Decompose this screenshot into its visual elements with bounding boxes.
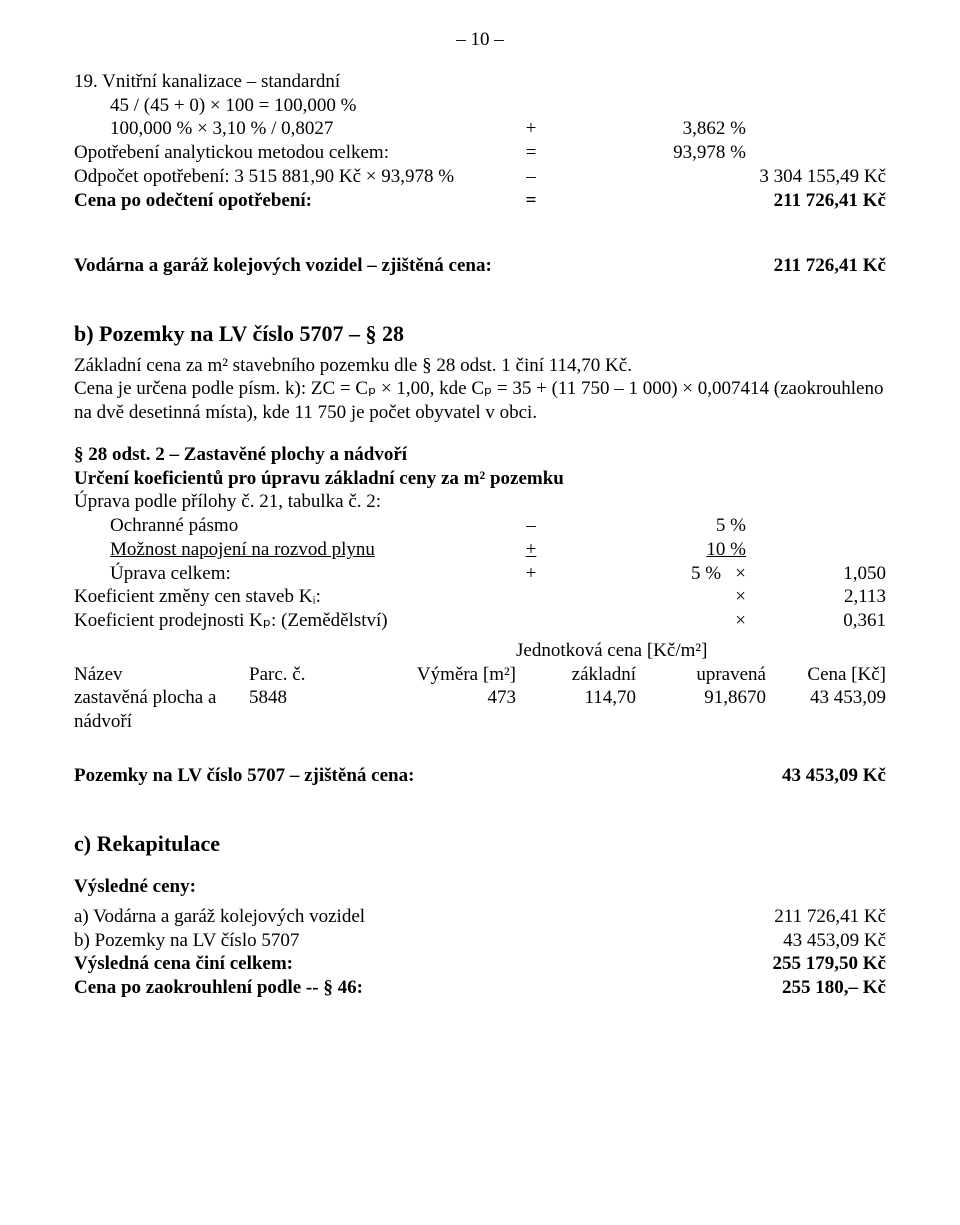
zjistena-label: Vodárna a garáž kolejových vozidel – zji… bbox=[74, 254, 492, 278]
th-cena: Cena [Kč] bbox=[766, 663, 886, 687]
plyn-label: Možnost napojení na rozvod plynu bbox=[110, 538, 476, 562]
ki-label: Koeficient změny cen staveb Kᵢ: bbox=[74, 585, 476, 609]
th-upravena: upravená bbox=[636, 663, 766, 687]
opotrebeni-row: Opotřebení analytickou metodou celkem: =… bbox=[74, 141, 886, 165]
rec-zaokr-val: 255 180,– Kč bbox=[782, 976, 886, 1000]
rec-zaokr-row: Cena po zaokrouhlení podle -- § 46: 255 … bbox=[74, 976, 886, 1000]
table-row: zastavěná plocha a nádvoří 5848 473 114,… bbox=[74, 686, 886, 734]
table-header: Název Parc. č. Výměra [m²] základní upra… bbox=[74, 663, 886, 687]
line2-left: 100,000 % × 3,10 % / 0,8027 bbox=[110, 117, 476, 141]
vysl-ceny-label: Výsledné ceny: bbox=[74, 875, 886, 899]
item-19-title: 19. Vnitřní kanalizace – standardní bbox=[74, 70, 886, 94]
plyn-val: 10 % bbox=[586, 538, 746, 562]
rec-zaokr-label: Cena po zaokrouhlení podle -- § 46: bbox=[74, 976, 363, 1000]
item-19-calc-line1: 45 / (45 + 0) × 100 = 100,000 % bbox=[74, 94, 886, 118]
ochranne-pasmo-row: Ochranné pásmo – 5 % bbox=[74, 514, 886, 538]
section-b-urceni: Určení koeficientů pro úpravu základní c… bbox=[74, 467, 886, 491]
ochr-val: 5 % bbox=[586, 514, 746, 538]
odpocet-val: 3 304 155,49 Kč bbox=[746, 165, 886, 189]
cena-po-label: Cena po odečtení opotřebení: bbox=[74, 189, 476, 213]
celkem-op: + bbox=[476, 562, 586, 586]
celkem-label: Úprava celkem: bbox=[110, 562, 476, 586]
odpocet-label: Odpočet opotřebení: 3 515 881,90 Kč × 93… bbox=[74, 165, 476, 189]
celkem-val: 5 % bbox=[691, 563, 721, 584]
rec-celkem-val: 255 179,50 Kč bbox=[773, 952, 886, 976]
zjistena-value: 211 726,41 Kč bbox=[774, 254, 886, 278]
ochr-op: – bbox=[476, 514, 586, 538]
opotrebeni-val: 93,978 % bbox=[586, 141, 746, 165]
line2-right: 3,862 % bbox=[586, 117, 746, 141]
th-zakladni: základní bbox=[516, 663, 636, 687]
rec-row-a: a) Vodárna a garáž kolejových vozidel 21… bbox=[74, 905, 886, 929]
cena-po-row: Cena po odečtení opotřebení: = 211 726,4… bbox=[74, 189, 886, 213]
tr-cena: 43 453,09 bbox=[766, 686, 886, 710]
rec-row-b: b) Pozemky na LV číslo 5707 43 453,09 Kč bbox=[74, 929, 886, 953]
odpocet-op: – bbox=[476, 165, 586, 189]
section-b-28-heading: § 28 odst. 2 – Zastavěné plochy a nádvoř… bbox=[74, 443, 886, 467]
page: – 10 – 19. Vnitřní kanalizace – standard… bbox=[0, 0, 960, 1225]
uprava-celkem-row: Úprava celkem: + 5 % × 1,050 bbox=[74, 562, 886, 586]
zjistena-cena-row: Vodárna a garáž kolejových vozidel – zji… bbox=[74, 254, 886, 278]
tr-zakladni: 114,70 bbox=[516, 686, 636, 710]
tr-parc: 5848 bbox=[249, 686, 344, 710]
ki-val: 2,113 bbox=[746, 585, 886, 609]
pozemky-zj-label: Pozemky na LV číslo 5707 – zjištěná cena… bbox=[74, 764, 414, 788]
section-b-heading: b) Pozemky na LV číslo 5707 – § 28 bbox=[74, 320, 886, 348]
opotrebeni-label: Opotřebení analytickou metodou celkem: bbox=[74, 141, 476, 165]
item-19-calc-line2: 100,000 % × 3,10 % / 0,8027 + 3,862 % bbox=[74, 117, 886, 141]
celkem-k: 1,050 bbox=[746, 562, 886, 586]
th-nazev: Název bbox=[74, 663, 249, 687]
opotrebeni-op: = bbox=[476, 141, 586, 165]
ki-row: Koeficient změny cen staveb Kᵢ: × 2,113 bbox=[74, 585, 886, 609]
kp-val: 0,361 bbox=[746, 609, 886, 633]
th-parc: Parc. č. bbox=[249, 663, 344, 687]
rec-a-label: a) Vodárna a garáž kolejových vozidel bbox=[74, 905, 365, 929]
kp-row: Koeficient prodejnosti Kₚ: (Zemědělství)… bbox=[74, 609, 886, 633]
section-b-p1: Základní cena za m² stavebního pozemku d… bbox=[74, 354, 886, 378]
uprava-label: Úprava podle přílohy č. 21, tabulka č. 2… bbox=[74, 490, 886, 514]
tr-nazev: zastavěná plocha a nádvoří bbox=[74, 686, 249, 734]
pozemky-zj-row: Pozemky na LV číslo 5707 – zjištěná cena… bbox=[74, 764, 886, 788]
odpocet-row: Odpočet opotřebení: 3 515 881,90 Kč × 93… bbox=[74, 165, 886, 189]
plyn-op: + bbox=[476, 538, 586, 562]
kp-label: Koeficient prodejnosti Kₚ: (Zemědělství) bbox=[74, 609, 476, 633]
ochr-label: Ochranné pásmo bbox=[110, 514, 476, 538]
pozemky-zj-val: 43 453,09 Kč bbox=[782, 764, 886, 788]
tr-vymera: 473 bbox=[344, 686, 516, 710]
section-c-heading: c) Rekapitulace bbox=[74, 830, 886, 858]
plyn-row: Možnost napojení na rozvod plynu + 10 % bbox=[74, 538, 886, 562]
cena-po-op: = bbox=[476, 189, 586, 213]
line2-op: + bbox=[476, 117, 586, 141]
rec-celkem-row: Výsledná cena činí celkem: 255 179,50 Kč bbox=[74, 952, 886, 976]
rec-b-val: 43 453,09 Kč bbox=[783, 929, 886, 953]
jedn-head-row: Jednotková cena [Kč/m²] bbox=[74, 639, 886, 663]
celkem-mult: × bbox=[735, 563, 746, 584]
jedn-label: Jednotková cena [Kč/m²] bbox=[516, 639, 707, 663]
rec-a-val: 211 726,41 Kč bbox=[774, 905, 886, 929]
cena-po-val: 211 726,41 Kč bbox=[746, 189, 886, 213]
rec-celkem-label: Výsledná cena činí celkem: bbox=[74, 952, 293, 976]
section-b-p2: Cena je určena podle písm. k): ZC = Cₚ ×… bbox=[74, 377, 886, 425]
tr-upravena: 91,8670 bbox=[636, 686, 766, 710]
page-number: – 10 – bbox=[74, 28, 886, 52]
kp-mult: × bbox=[586, 609, 746, 633]
th-vymera: Výměra [m²] bbox=[344, 663, 516, 687]
ki-mult: × bbox=[586, 585, 746, 609]
rec-b-label: b) Pozemky na LV číslo 5707 bbox=[74, 929, 299, 953]
